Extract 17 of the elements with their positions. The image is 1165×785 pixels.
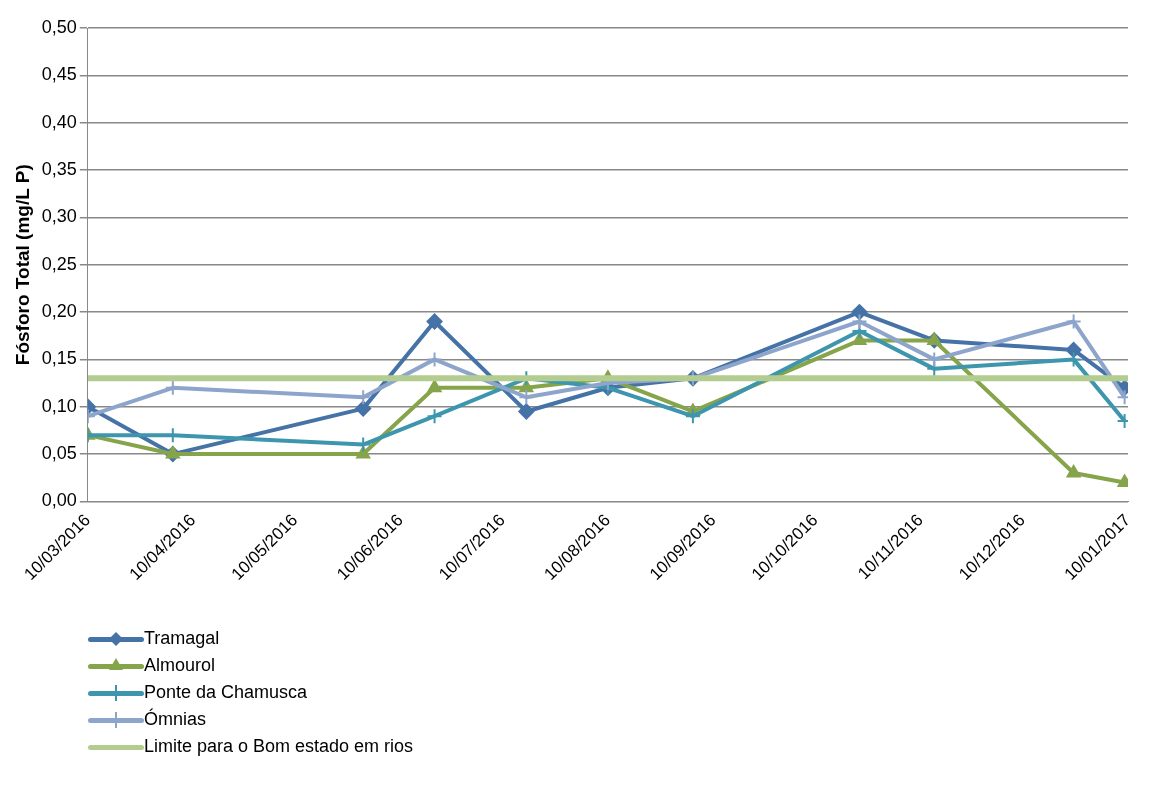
legend-label: Limite para o Bom estado em rios — [144, 736, 414, 757]
y-tick-label: 0,50 — [41, 16, 77, 37]
y-tick-label: 0,15 — [41, 348, 77, 369]
y-tick-label: 0,35 — [41, 158, 77, 179]
y-tick-label: 0,00 — [41, 490, 77, 511]
legend-label: Tramagal — [144, 628, 220, 649]
legend-label: Ómnias — [144, 709, 207, 730]
y-tick-label: 0,25 — [41, 253, 77, 274]
y-tick-label: 0,30 — [41, 206, 77, 227]
y-tick-label: 0,05 — [41, 443, 77, 464]
legend-label: Ponte da Chamusca — [144, 682, 308, 703]
y-tick-label: 0,40 — [41, 111, 77, 132]
y-tick-label: 0,10 — [41, 395, 77, 416]
y-tick-label: 0,20 — [41, 301, 77, 322]
y-axis-title: Fósforo Total (mg/L P) — [11, 164, 33, 366]
legend-label: Almourol — [144, 655, 216, 676]
y-tick-label: 0,45 — [41, 64, 77, 85]
